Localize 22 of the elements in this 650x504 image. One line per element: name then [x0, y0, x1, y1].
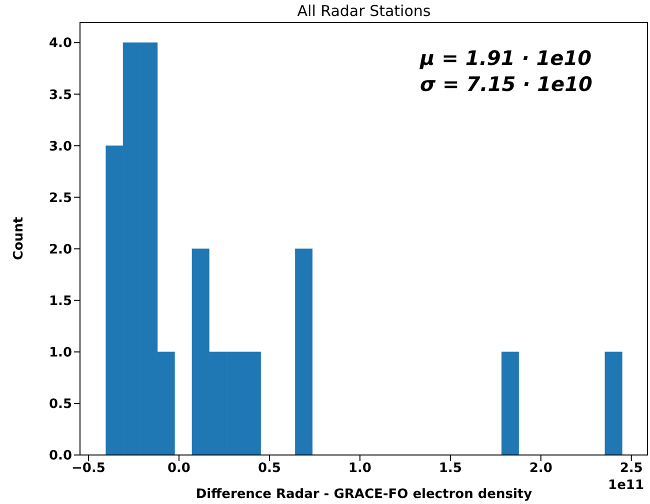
x-axis-title: Difference Radar - GRACE-FO electron density: [196, 487, 533, 502]
y-axis-title: Count: [12, 216, 27, 260]
y-tick-label: 0.5: [48, 397, 72, 412]
y-tick-label: 1.5: [48, 294, 72, 309]
x-tick-label: 0.5: [258, 461, 281, 476]
y-tick-label: 3.0: [48, 139, 72, 154]
y-tick-label: 3.5: [48, 88, 72, 103]
y-tick-label: 4.0: [48, 36, 72, 52]
x-tick-label: 1.0: [348, 461, 372, 476]
y-tick-label: 2.5: [48, 190, 72, 206]
y-tick-label: 0.0: [48, 448, 72, 464]
x-tick-label: 2.0: [529, 461, 552, 476]
x-tick-label: −0.5: [72, 461, 106, 476]
x-tick-label: 2.5: [620, 461, 643, 476]
chart-title: All Radar Stations: [296, 2, 432, 20]
x-tick-label: 1.5: [438, 461, 462, 476]
text: 1e11: [608, 478, 644, 493]
y-tick-label: 2.0: [48, 242, 72, 258]
y-tick-label: 1.0: [48, 346, 72, 361]
annotation: σ = 7.15 · 1e10: [420, 71, 592, 97]
x-tick-label: 0.0: [167, 461, 190, 476]
annotation: μ = 1.91 · 1e10: [420, 45, 592, 71]
